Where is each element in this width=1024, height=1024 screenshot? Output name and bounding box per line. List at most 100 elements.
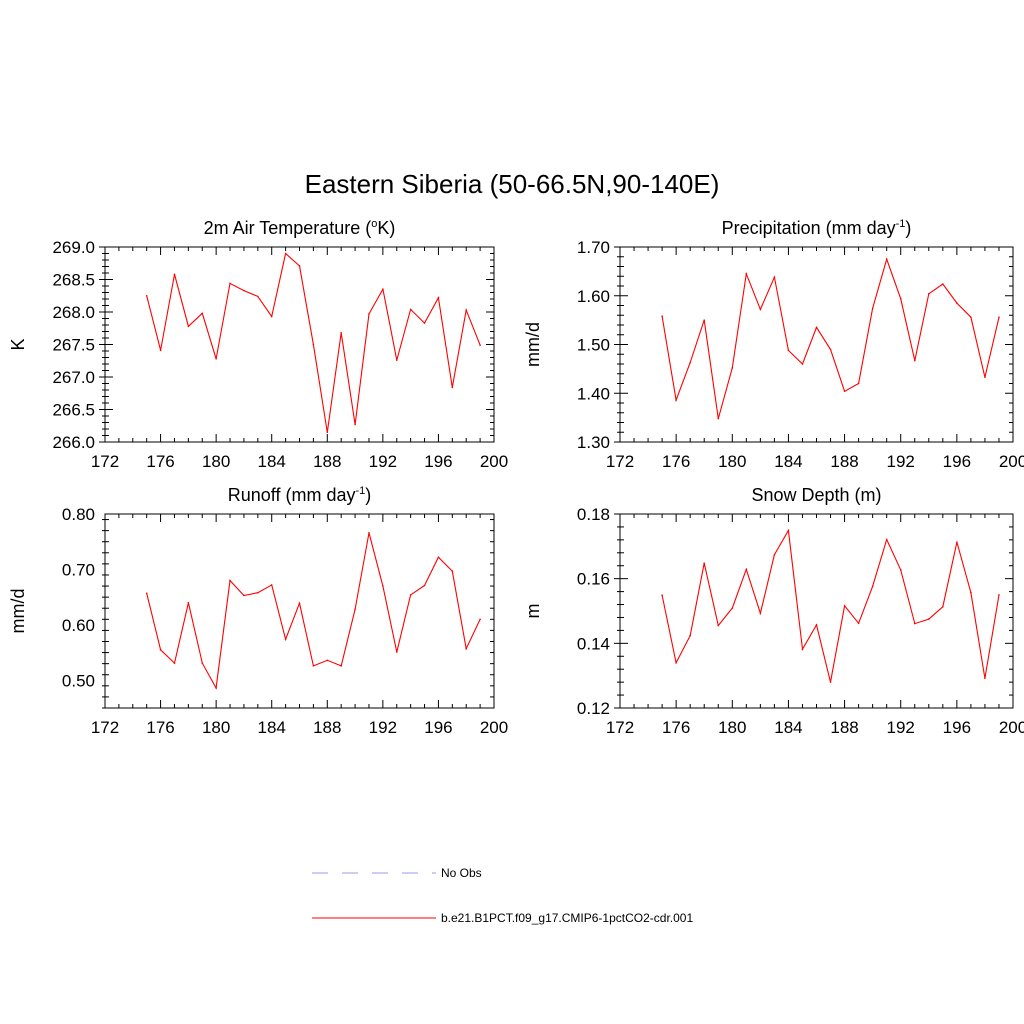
data-point bbox=[423, 584, 426, 587]
x-tick-label: 192 bbox=[887, 718, 915, 737]
panel-title-main: 2m Air Temperature ( bbox=[204, 218, 372, 238]
data-point bbox=[829, 348, 832, 351]
x-tick-label: 180 bbox=[202, 718, 230, 737]
data-point bbox=[423, 322, 426, 324]
panel-title-main: Precipitation (mm day bbox=[722, 218, 896, 238]
data-point bbox=[885, 538, 888, 541]
data-point bbox=[229, 579, 231, 582]
y-tick-label: 0.60 bbox=[62, 616, 95, 635]
chart-panel-2: 172 176 180 184 188 192 196 200 1.30 1.40 1.50 1.60… bbox=[523, 218, 1024, 471]
x-tick-label: 184 bbox=[774, 718, 802, 737]
data-point bbox=[689, 361, 691, 364]
data-point bbox=[801, 363, 804, 365]
data-point bbox=[970, 591, 972, 594]
x-tick-label: 172 bbox=[91, 718, 119, 737]
data-point bbox=[409, 594, 412, 596]
x-tick-label: 172 bbox=[606, 452, 634, 471]
data-point bbox=[899, 297, 902, 300]
panels: 172 176 180 184 188 192 196 200 266.0 266.5 267.0 2… bbox=[8, 218, 1024, 737]
data-point bbox=[815, 624, 818, 626]
data-point bbox=[731, 367, 734, 369]
data-point bbox=[409, 308, 412, 311]
data-point bbox=[159, 349, 162, 352]
data-point bbox=[661, 594, 663, 596]
data-point bbox=[703, 562, 706, 564]
x-tick-label: 196 bbox=[943, 452, 971, 471]
x-tick-label: 180 bbox=[718, 718, 746, 737]
data-point bbox=[284, 252, 287, 255]
data-point bbox=[675, 661, 677, 664]
x-tick-label: 188 bbox=[313, 452, 341, 471]
data-point bbox=[326, 659, 329, 662]
data-point bbox=[465, 647, 468, 650]
y-tick-label: 1.70 bbox=[577, 238, 610, 257]
chart-panel-1: 172 176 180 184 188 192 196 200 266.0 266.5 267.0 2… bbox=[8, 218, 508, 471]
data-point bbox=[970, 316, 972, 319]
x-tick-label: 200 bbox=[480, 718, 508, 737]
panel-title-main: Snow Depth (m) bbox=[751, 485, 881, 505]
data-point bbox=[913, 359, 916, 362]
data-point bbox=[984, 376, 986, 378]
y-tick-label: 268.5 bbox=[52, 271, 95, 290]
data-point bbox=[437, 296, 440, 299]
data-point bbox=[159, 649, 162, 651]
data-point bbox=[187, 325, 190, 328]
data-point bbox=[829, 681, 832, 683]
data-point bbox=[731, 607, 734, 609]
panel-title-main: Runoff (mm day bbox=[228, 485, 356, 505]
data-point bbox=[717, 417, 720, 420]
data-point bbox=[257, 591, 259, 594]
data-point bbox=[284, 638, 287, 641]
data-point bbox=[173, 273, 176, 276]
y-tick-label: 0.16 bbox=[577, 570, 610, 589]
x-tick-label: 188 bbox=[830, 452, 858, 471]
data-point bbox=[479, 618, 481, 621]
x-tick-label: 200 bbox=[999, 718, 1024, 737]
data-point bbox=[326, 431, 329, 434]
y-tick-label: 0.18 bbox=[577, 505, 610, 524]
data-point bbox=[368, 532, 370, 534]
data-point bbox=[689, 634, 691, 637]
data-point bbox=[312, 343, 315, 346]
data-point bbox=[857, 382, 860, 385]
x-tick-label: 176 bbox=[662, 718, 690, 737]
data-point bbox=[395, 359, 398, 361]
plot-frame bbox=[619, 513, 1014, 709]
figure-title: Eastern Siberia (50-66.5N,90-140E) bbox=[305, 169, 720, 199]
data-point bbox=[885, 258, 888, 260]
x-tick-label: 196 bbox=[424, 718, 452, 737]
y-tick-label: 268.0 bbox=[52, 303, 95, 322]
data-point bbox=[927, 293, 930, 295]
data-point bbox=[998, 316, 1000, 319]
data-point bbox=[215, 687, 217, 689]
y-axis-label: m bbox=[523, 604, 543, 619]
data-point bbox=[787, 529, 790, 532]
panel-title: Runoff (mm day-1) bbox=[228, 485, 372, 505]
data-point bbox=[703, 319, 706, 321]
y-tick-label: 1.30 bbox=[577, 433, 610, 452]
panel-title: Precipitation (mm day-1) bbox=[722, 218, 912, 238]
x-tick-label: 188 bbox=[830, 718, 858, 737]
data-point bbox=[942, 283, 944, 285]
y-axis-label: mm/d bbox=[8, 589, 28, 634]
data-point bbox=[451, 386, 454, 389]
x-tick-label: 172 bbox=[606, 718, 634, 737]
chart-panel-4: 172 176 180 184 188 192 196 200 0.12 0.14 0.16 0.18… bbox=[523, 485, 1024, 737]
y-tick-label: 1.60 bbox=[577, 287, 610, 306]
data-point bbox=[437, 556, 440, 559]
x-tick-label: 184 bbox=[258, 718, 286, 737]
x-tick-label: 176 bbox=[146, 452, 174, 471]
legend-label-2: b.e21.B1PCT.f09_g17.CMIP6-1pctCO2-cdr.00… bbox=[441, 911, 693, 925]
chart-panel-3: 172 176 180 184 188 192 196 200 0.50 0.60 0.70 0.80… bbox=[8, 485, 508, 737]
data-point bbox=[745, 568, 748, 571]
data-point bbox=[257, 295, 259, 298]
panel-title-superscript: o bbox=[371, 218, 377, 230]
data-point bbox=[145, 592, 148, 595]
data-point bbox=[145, 294, 148, 297]
plot-frame bbox=[104, 513, 495, 709]
data-point bbox=[843, 390, 846, 393]
x-tick-label: 196 bbox=[943, 718, 971, 737]
data-point bbox=[871, 585, 874, 588]
data-point bbox=[298, 602, 301, 605]
